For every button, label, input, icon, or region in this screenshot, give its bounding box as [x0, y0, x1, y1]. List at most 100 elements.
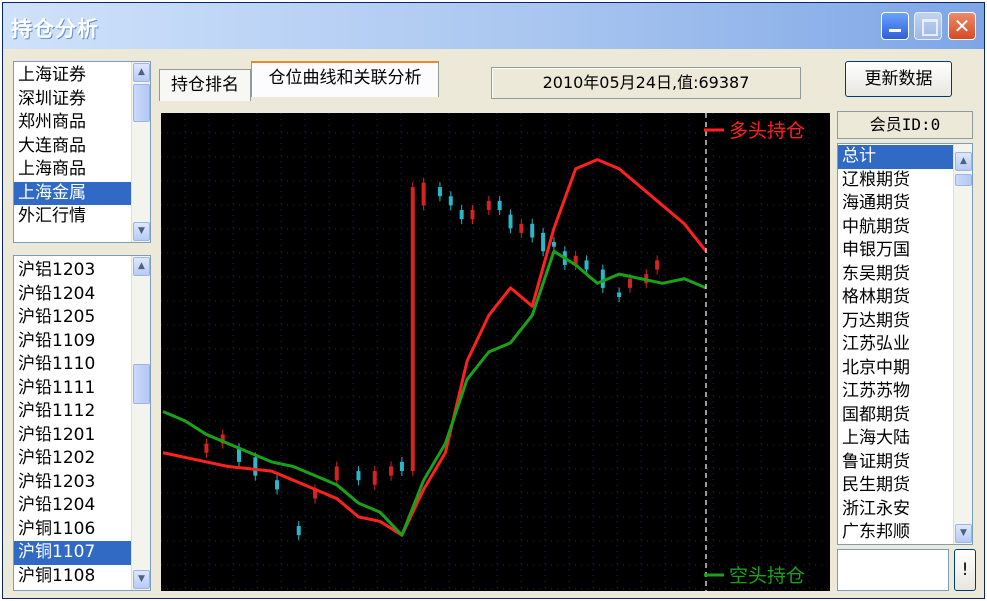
candle-body — [541, 232, 546, 252]
market-list-item[interactable]: 外汇行情 — [18, 206, 86, 226]
member-list-scrollbar[interactable]: ▲ ▼ — [953, 144, 972, 544]
maximize-icon — [915, 13, 941, 39]
update-data-button[interactable]: 更新数据 — [845, 61, 952, 97]
candle-body — [584, 260, 589, 270]
candle-body — [600, 269, 605, 288]
member-list-item[interactable]: 格林期货 — [842, 287, 910, 307]
member-list-item[interactable]: 国都期货 — [842, 404, 910, 425]
member-list-item[interactable]: 总计 — [838, 145, 954, 169]
contract-list-item[interactable]: 沪铅1201 — [18, 424, 96, 445]
scroll-thumb[interactable] — [133, 84, 150, 122]
market-list-items: 上海证券深圳证券郑州商品大连商品上海商品 上海金属 外汇行情 — [14, 64, 132, 229]
close-button[interactable]: ✕ — [948, 12, 976, 40]
member-list-item[interactable]: 广东邦顺 — [842, 522, 910, 542]
contract-list-item[interactable]: 沪铅1111 — [18, 377, 96, 398]
candle-body — [508, 214, 513, 229]
status-readout: 2010年05月24日,值:69387 — [491, 67, 801, 99]
contract-list-item[interactable]: 沪铜1106 — [18, 518, 96, 539]
candle-body — [421, 182, 426, 206]
member-list-item[interactable]: 浙江永安 — [842, 498, 910, 519]
candle-body — [296, 526, 301, 536]
scroll-thumb[interactable] — [133, 364, 150, 404]
member-list-item[interactable]: 江苏弘业 — [842, 334, 910, 354]
member-list-item[interactable]: 中航期货 — [842, 216, 910, 237]
contract-list-item[interactable]: 沪铅1110 — [18, 354, 96, 374]
candle-body — [573, 255, 578, 265]
contract-list-item[interactable]: 沪铅1112 — [18, 401, 96, 421]
candle-body — [356, 471, 361, 481]
tab-position-ranking[interactable]: 持仓排名 — [159, 69, 251, 101]
scroll-down-icon[interactable]: ▼ — [955, 524, 972, 543]
candle-body — [448, 196, 453, 206]
member-list-items: 总计 辽粮期货海通期货中航期货申银万国东吴期货格林期货万达期货江苏弘业北京中期江苏… — [838, 145, 954, 544]
member-list-item[interactable]: 鲁证期货 — [842, 451, 910, 472]
contract-list-item[interactable]: 沪铜1108 — [18, 565, 96, 586]
member-list-item[interactable]: 上海大陆 — [842, 428, 910, 448]
candle-body — [470, 210, 475, 220]
member-list-item[interactable]: 北京中期 — [842, 357, 910, 378]
window-title: 持仓分析 — [11, 17, 99, 41]
contract-list-item[interactable]: 沪铅1202 — [18, 448, 96, 468]
market-list-item[interactable]: 大连商品 — [18, 135, 86, 156]
candle-body — [334, 466, 339, 481]
market-list-item[interactable]: 上海金属 — [14, 181, 132, 205]
contract-list-item[interactable]: 沪铅1204 — [18, 495, 96, 515]
minimize-icon — [882, 13, 908, 39]
legend-long-label: 多头持仓 — [729, 120, 805, 142]
title-bar[interactable]: 持仓分析 ✕ — [3, 3, 984, 49]
member-list-item[interactable]: 海通期货 — [842, 193, 910, 213]
candle-body — [220, 434, 225, 444]
candle-body — [253, 457, 258, 476]
market-list-scrollbar[interactable]: ▲ ▼ — [131, 62, 150, 242]
candle-body — [655, 260, 660, 270]
member-input[interactable] — [837, 549, 949, 591]
candle-body — [275, 480, 280, 490]
scroll-up-icon[interactable]: ▲ — [133, 257, 150, 276]
member-list-item[interactable]: 辽粮期货 — [842, 169, 910, 190]
market-list[interactable]: 上海证券深圳证券郑州商品大连商品上海商品 上海金属 外汇行情 ▲ ▼ — [13, 61, 151, 243]
contract-list[interactable]: 沪铝1203 沪铅1204 沪铅1205 沪铅1109 沪铅1110 沪铅1111 沪铅11… — [13, 255, 151, 591]
candle-body — [627, 278, 632, 288]
market-list-item[interactable]: 深圳证券 — [18, 88, 86, 109]
contract-list-item[interactable]: 沪铅1109 — [18, 330, 96, 351]
member-list-item[interactable]: 江苏苏物 — [842, 381, 910, 401]
candle-body — [459, 210, 464, 220]
go-button[interactable]: ! — [954, 549, 976, 591]
member-id-label: 会员ID:0 — [837, 111, 973, 139]
scroll-up-icon[interactable]: ▲ — [955, 152, 972, 171]
member-list-item[interactable]: 东吴期货 — [842, 263, 910, 284]
candle-body — [389, 466, 394, 476]
member-list-item[interactable]: 申银万国 — [842, 240, 910, 260]
long-position-line — [162, 158, 708, 537]
legend-short-label: 空头持仓 — [729, 565, 805, 587]
tab-position-curve[interactable]: 仓位曲线和关联分析 — [251, 61, 439, 97]
scroll-down-icon[interactable]: ▼ — [133, 222, 150, 241]
contract-list-items: 沪铝1203 沪铅1204 沪铅1205 沪铅1109 沪铅1110 沪铅1111 沪铅11… — [14, 259, 132, 588]
contract-list-item[interactable]: 沪铝1203 — [18, 260, 96, 280]
member-list-item[interactable]: 民生期货 — [842, 475, 910, 495]
contract-list-scrollbar[interactable]: ▲ ▼ — [131, 256, 150, 590]
scroll-down-icon[interactable]: ▼ — [133, 570, 150, 589]
contract-list-item[interactable]: 沪铅1203 — [18, 471, 96, 492]
contract-list-item[interactable]: 沪铜1107 — [14, 541, 132, 565]
market-list-item[interactable]: 上海商品 — [18, 159, 86, 179]
candle-body — [519, 223, 524, 233]
contract-list-item[interactable]: 沪铅1205 — [18, 307, 96, 327]
minimize-button[interactable] — [881, 12, 909, 40]
scroll-up-icon[interactable]: ▲ — [133, 63, 150, 82]
member-list-item[interactable]: 万达期货 — [842, 310, 910, 331]
market-list-item[interactable]: 上海证券 — [18, 65, 86, 85]
contract-list-item[interactable]: 沪铅1204 — [18, 283, 96, 304]
candle-body — [497, 200, 502, 211]
scroll-thumb[interactable] — [955, 174, 972, 186]
position-chart[interactable]: 多头持仓 空头持仓 — [161, 113, 830, 591]
maximize-button[interactable] — [914, 12, 942, 40]
candle-body — [237, 448, 242, 462]
candle-body — [399, 461, 404, 472]
candle-body — [372, 471, 377, 485]
candle-body — [486, 200, 491, 211]
market-list-item[interactable]: 郑州商品 — [18, 112, 86, 132]
member-list[interactable]: 总计 辽粮期货海通期货中航期货申银万国东吴期货格林期货万达期货江苏弘业北京中期江苏… — [837, 143, 973, 545]
